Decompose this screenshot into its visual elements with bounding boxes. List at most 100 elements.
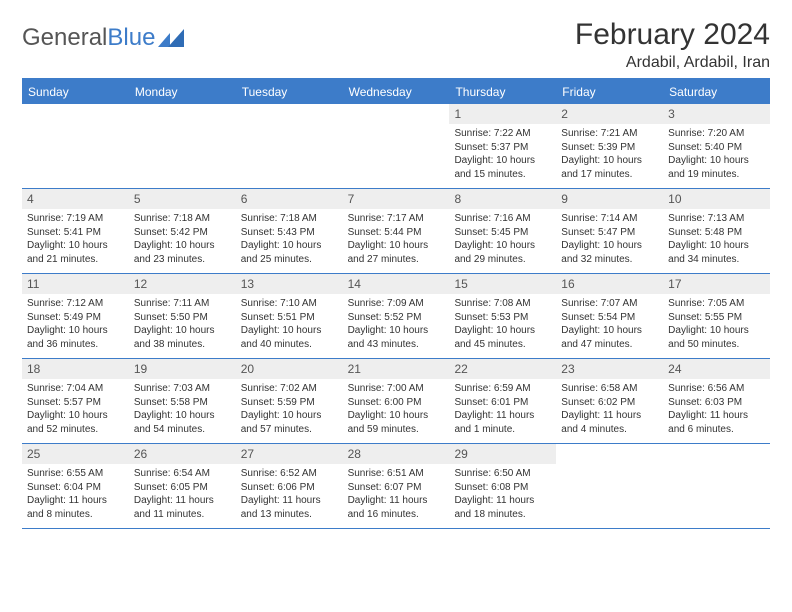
daylight-text-2: and 25 minutes.	[241, 253, 338, 267]
day-number: 14	[343, 274, 450, 294]
day-details: Sunrise: 6:52 AMSunset: 6:06 PMDaylight:…	[236, 464, 343, 526]
dow-thursday: Thursday	[449, 80, 556, 104]
sunset-text: Sunset: 6:05 PM	[134, 481, 231, 495]
daylight-text-1: Daylight: 11 hours	[561, 409, 658, 423]
day-cell: 16Sunrise: 7:07 AMSunset: 5:54 PMDayligh…	[556, 274, 663, 358]
daylight-text-1: Daylight: 10 hours	[348, 324, 445, 338]
daylight-text-2: and 6 minutes.	[668, 423, 765, 437]
sunset-text: Sunset: 5:43 PM	[241, 226, 338, 240]
day-number: 27	[236, 444, 343, 464]
month-title: February 2024	[575, 18, 770, 52]
day-number: 15	[449, 274, 556, 294]
daylight-text-2: and 47 minutes.	[561, 338, 658, 352]
daylight-text-2: and 59 minutes.	[348, 423, 445, 437]
sunset-text: Sunset: 5:54 PM	[561, 311, 658, 325]
daylight-text-1: Daylight: 10 hours	[27, 239, 124, 253]
day-cell: 17Sunrise: 7:05 AMSunset: 5:55 PMDayligh…	[663, 274, 770, 358]
day-details: Sunrise: 7:17 AMSunset: 5:44 PMDaylight:…	[343, 209, 450, 271]
daylight-text-2: and 4 minutes.	[561, 423, 658, 437]
empty-cell: .	[129, 104, 236, 188]
week-row: 25Sunrise: 6:55 AMSunset: 6:04 PMDayligh…	[22, 444, 770, 529]
dow-friday: Friday	[556, 80, 663, 104]
sunset-text: Sunset: 5:51 PM	[241, 311, 338, 325]
daylight-text-1: Daylight: 11 hours	[454, 494, 551, 508]
sunset-text: Sunset: 6:00 PM	[348, 396, 445, 410]
day-details: Sunrise: 7:18 AMSunset: 5:43 PMDaylight:…	[236, 209, 343, 271]
week-row: 11Sunrise: 7:12 AMSunset: 5:49 PMDayligh…	[22, 274, 770, 359]
day-cell: 26Sunrise: 6:54 AMSunset: 6:05 PMDayligh…	[129, 444, 236, 528]
day-details: Sunrise: 7:04 AMSunset: 5:57 PMDaylight:…	[22, 379, 129, 441]
sunset-text: Sunset: 5:47 PM	[561, 226, 658, 240]
sunrise-text: Sunrise: 7:12 AM	[27, 297, 124, 311]
day-cell: 24Sunrise: 6:56 AMSunset: 6:03 PMDayligh…	[663, 359, 770, 443]
day-cell: 8Sunrise: 7:16 AMSunset: 5:45 PMDaylight…	[449, 189, 556, 273]
day-details: Sunrise: 7:19 AMSunset: 5:41 PMDaylight:…	[22, 209, 129, 271]
day-cell: 13Sunrise: 7:10 AMSunset: 5:51 PMDayligh…	[236, 274, 343, 358]
daylight-text-1: Daylight: 10 hours	[668, 239, 765, 253]
daylight-text-1: Daylight: 10 hours	[454, 239, 551, 253]
day-details: Sunrise: 7:10 AMSunset: 5:51 PMDaylight:…	[236, 294, 343, 356]
day-details: Sunrise: 7:22 AMSunset: 5:37 PMDaylight:…	[449, 124, 556, 186]
header: GeneralBlue February 2024 Ardabil, Ardab…	[22, 18, 770, 72]
daylight-text-2: and 29 minutes.	[454, 253, 551, 267]
day-number: 19	[129, 359, 236, 379]
sunrise-text: Sunrise: 6:54 AM	[134, 467, 231, 481]
sunset-text: Sunset: 5:58 PM	[134, 396, 231, 410]
day-number: 3	[663, 104, 770, 124]
sunset-text: Sunset: 5:45 PM	[454, 226, 551, 240]
sunrise-text: Sunrise: 6:50 AM	[454, 467, 551, 481]
daylight-text-2: and 8 minutes.	[27, 508, 124, 522]
empty-cell: .	[663, 444, 770, 528]
daylight-text-1: Daylight: 11 hours	[348, 494, 445, 508]
week-row: ....1Sunrise: 7:22 AMSunset: 5:37 PMDayl…	[22, 104, 770, 189]
empty-cell: .	[236, 104, 343, 188]
daylight-text-1: Daylight: 10 hours	[561, 154, 658, 168]
daylight-text-1: Daylight: 10 hours	[134, 239, 231, 253]
daylight-text-2: and 54 minutes.	[134, 423, 231, 437]
daylight-text-2: and 18 minutes.	[454, 508, 551, 522]
sunset-text: Sunset: 5:48 PM	[668, 226, 765, 240]
day-number: 16	[556, 274, 663, 294]
day-details: Sunrise: 7:08 AMSunset: 5:53 PMDaylight:…	[449, 294, 556, 356]
daylight-text-2: and 57 minutes.	[241, 423, 338, 437]
day-details: Sunrise: 6:56 AMSunset: 6:03 PMDaylight:…	[663, 379, 770, 441]
daylight-text-2: and 17 minutes.	[561, 168, 658, 182]
sunset-text: Sunset: 5:39 PM	[561, 141, 658, 155]
day-details: Sunrise: 7:21 AMSunset: 5:39 PMDaylight:…	[556, 124, 663, 186]
daylight-text-2: and 45 minutes.	[454, 338, 551, 352]
daylight-text-2: and 11 minutes.	[134, 508, 231, 522]
sunset-text: Sunset: 6:03 PM	[668, 396, 765, 410]
sunrise-text: Sunrise: 6:51 AM	[348, 467, 445, 481]
day-details: Sunrise: 7:02 AMSunset: 5:59 PMDaylight:…	[236, 379, 343, 441]
day-details: Sunrise: 7:16 AMSunset: 5:45 PMDaylight:…	[449, 209, 556, 271]
daylight-text-2: and 23 minutes.	[134, 253, 231, 267]
daylight-text-1: Daylight: 10 hours	[348, 239, 445, 253]
day-number: 17	[663, 274, 770, 294]
daylight-text-2: and 52 minutes.	[27, 423, 124, 437]
dow-sunday: Sunday	[22, 80, 129, 104]
sunset-text: Sunset: 6:01 PM	[454, 396, 551, 410]
sunrise-text: Sunrise: 7:21 AM	[561, 127, 658, 141]
daylight-text-1: Daylight: 10 hours	[668, 154, 765, 168]
day-number: 12	[129, 274, 236, 294]
day-cell: 21Sunrise: 7:00 AMSunset: 6:00 PMDayligh…	[343, 359, 450, 443]
sunrise-text: Sunrise: 7:14 AM	[561, 212, 658, 226]
daylight-text-1: Daylight: 11 hours	[241, 494, 338, 508]
title-block: February 2024 Ardabil, Ardabil, Iran	[575, 18, 770, 72]
day-details: Sunrise: 7:13 AMSunset: 5:48 PMDaylight:…	[663, 209, 770, 271]
daylight-text-1: Daylight: 10 hours	[134, 409, 231, 423]
sunrise-text: Sunrise: 7:07 AM	[561, 297, 658, 311]
day-details: Sunrise: 7:18 AMSunset: 5:42 PMDaylight:…	[129, 209, 236, 271]
sunrise-text: Sunrise: 7:02 AM	[241, 382, 338, 396]
daylight-text-1: Daylight: 10 hours	[668, 324, 765, 338]
sunset-text: Sunset: 6:02 PM	[561, 396, 658, 410]
day-details: Sunrise: 6:55 AMSunset: 6:04 PMDaylight:…	[22, 464, 129, 526]
daylight-text-1: Daylight: 10 hours	[561, 239, 658, 253]
sunset-text: Sunset: 5:49 PM	[27, 311, 124, 325]
day-details: Sunrise: 7:20 AMSunset: 5:40 PMDaylight:…	[663, 124, 770, 186]
empty-cell: .	[556, 444, 663, 528]
day-number: 9	[556, 189, 663, 209]
day-details: Sunrise: 7:14 AMSunset: 5:47 PMDaylight:…	[556, 209, 663, 271]
daylight-text-1: Daylight: 11 hours	[134, 494, 231, 508]
day-cell: 5Sunrise: 7:18 AMSunset: 5:42 PMDaylight…	[129, 189, 236, 273]
